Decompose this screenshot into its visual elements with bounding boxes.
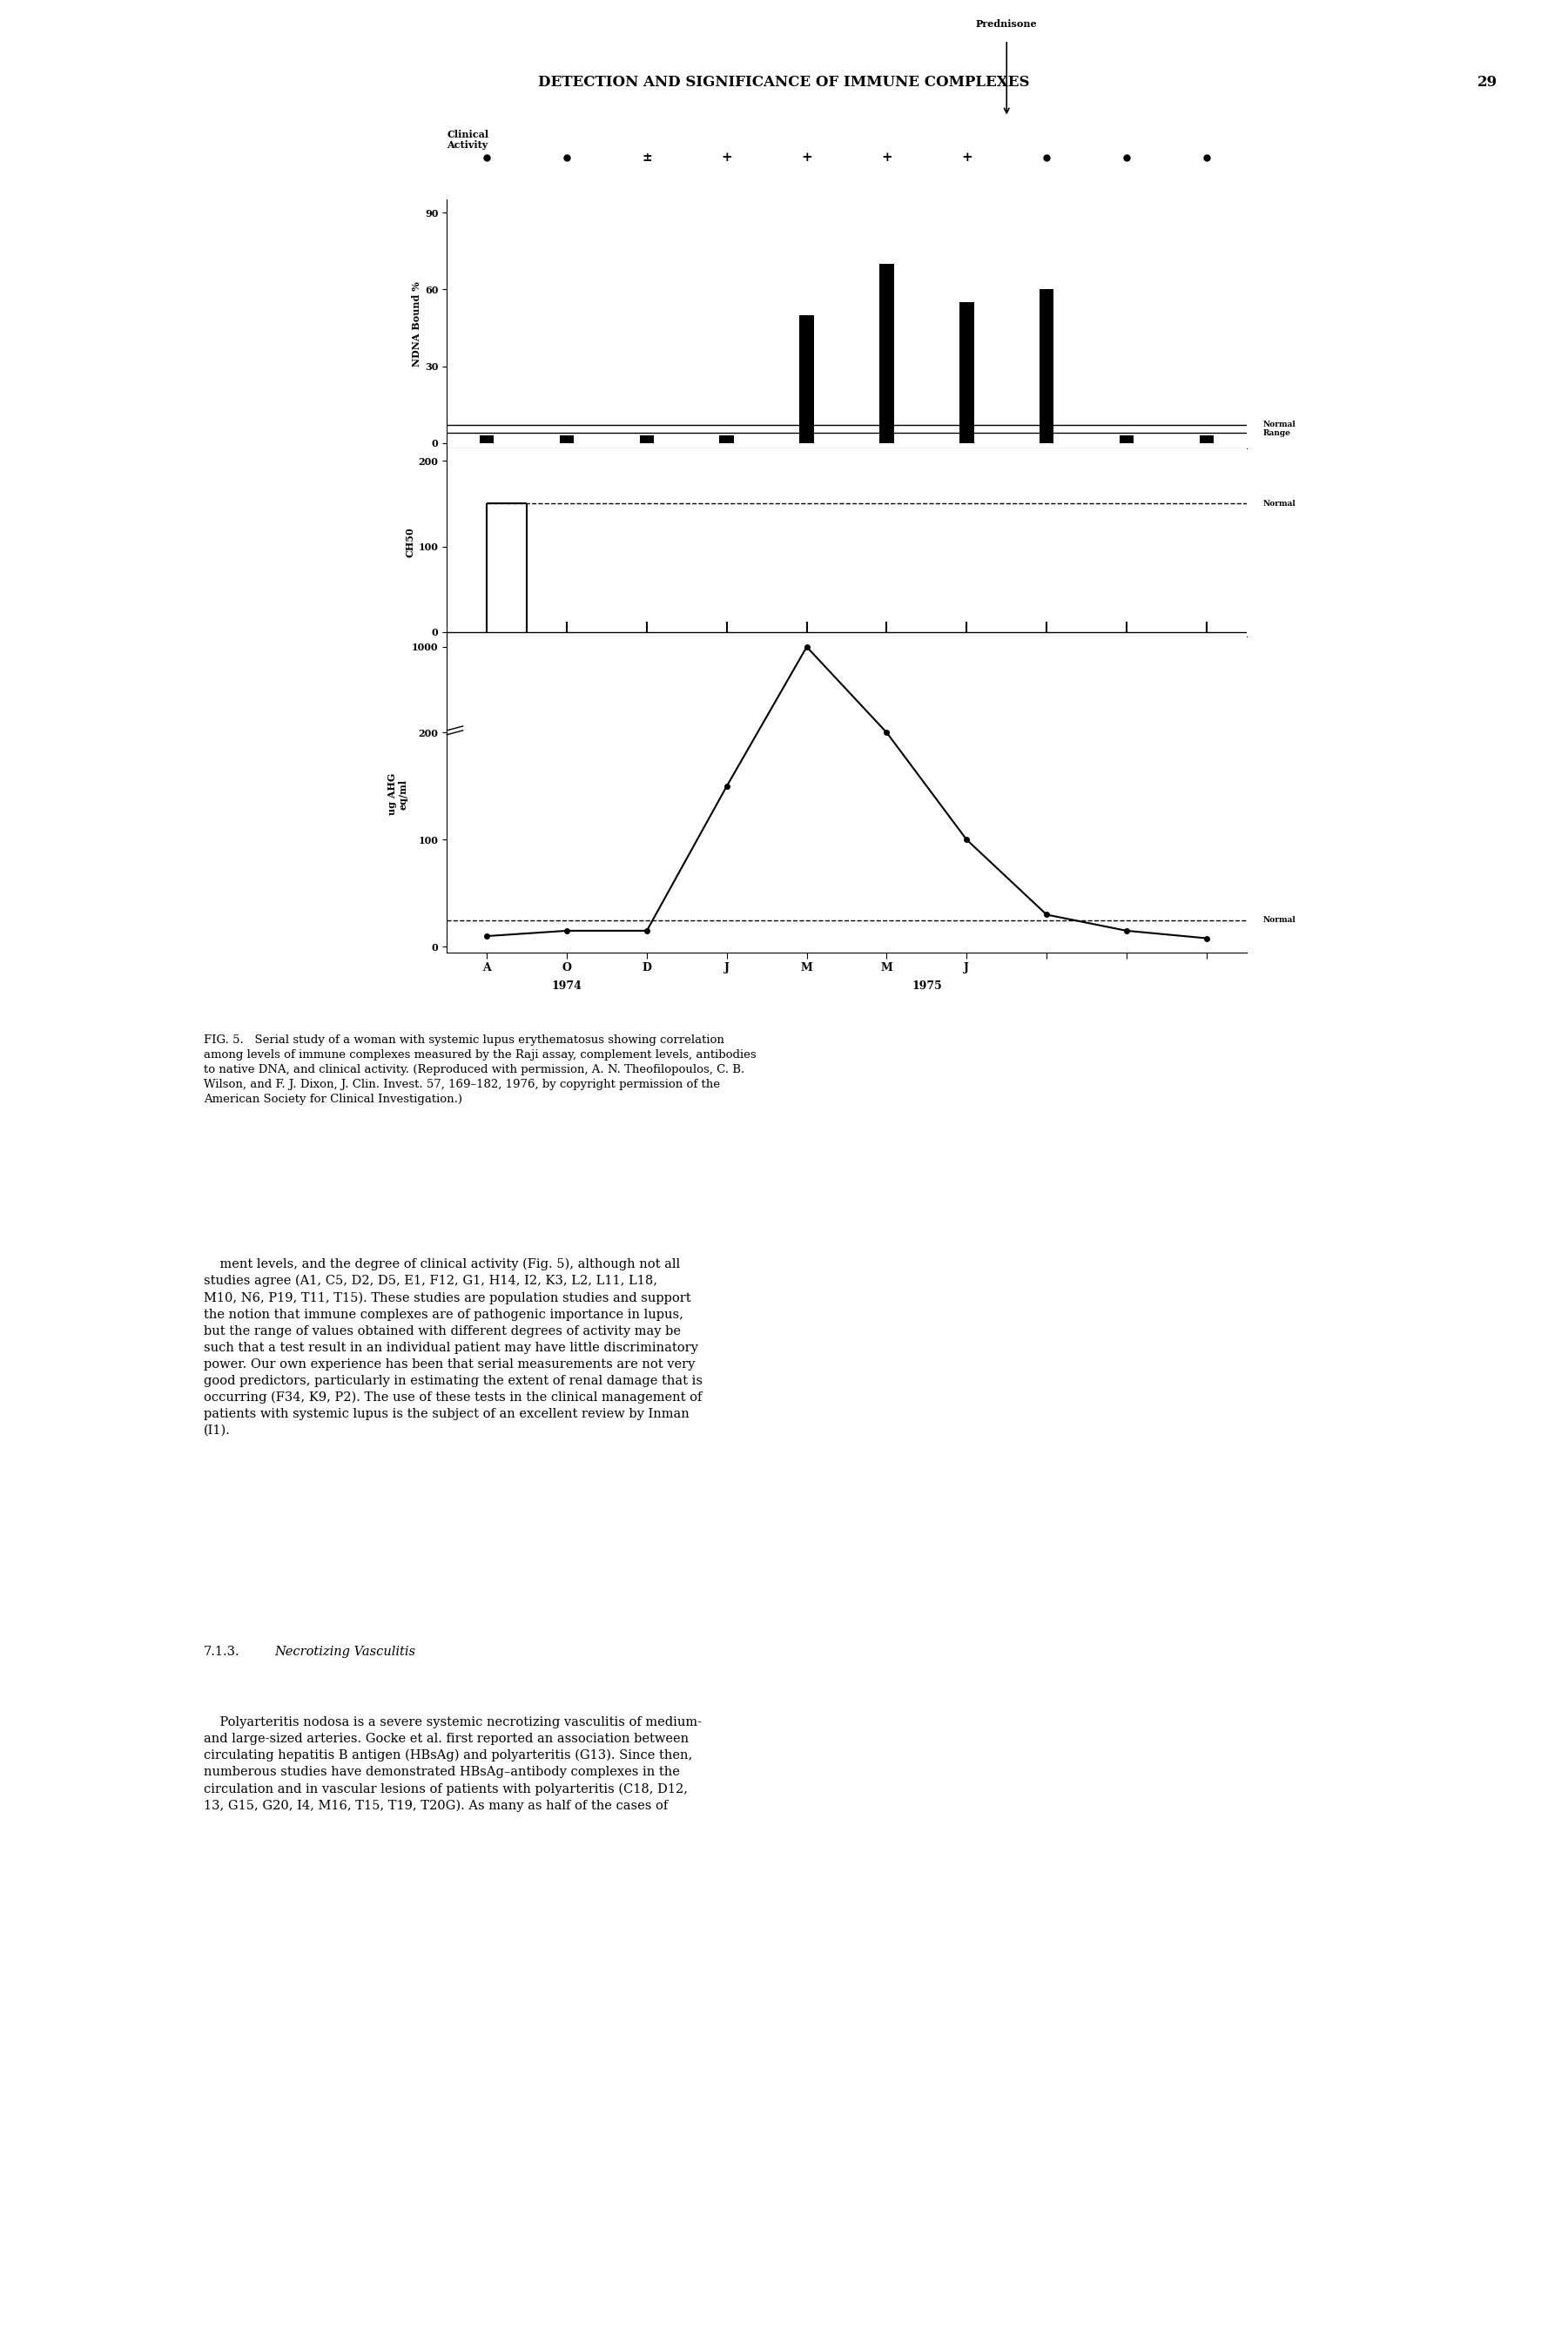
Y-axis label: CH50: CH50 <box>405 527 416 557</box>
Text: Prednisone: Prednisone <box>975 19 1038 28</box>
Text: ±: ± <box>641 150 652 165</box>
Text: ment levels, and the degree of clinical activity (Fig. 5), although not all
stud: ment levels, and the degree of clinical … <box>204 1258 702 1436</box>
Text: +: + <box>801 150 812 165</box>
Text: +: + <box>721 150 732 165</box>
Bar <box>960 303 974 442</box>
Bar <box>480 435 494 442</box>
Text: DETECTION AND SIGNIFICANCE OF IMMUNE COMPLEXES: DETECTION AND SIGNIFICANCE OF IMMUNE COM… <box>538 75 1030 89</box>
Text: FIG. 5.   Serial study of a woman with systemic lupus erythematosus showing corr: FIG. 5. Serial study of a woman with sys… <box>204 1034 756 1105</box>
Text: 1974: 1974 <box>552 980 582 992</box>
Text: 29: 29 <box>1477 75 1497 89</box>
Bar <box>720 435 734 442</box>
Bar <box>1120 435 1134 442</box>
Text: Necrotizing Vasculitis: Necrotizing Vasculitis <box>274 1646 416 1657</box>
Bar <box>640 435 654 442</box>
Bar <box>1200 435 1214 442</box>
Text: Clinical
Activity: Clinical Activity <box>447 129 489 150</box>
Bar <box>1040 289 1054 442</box>
Text: 1975: 1975 <box>911 980 942 992</box>
Text: Normal: Normal <box>1262 501 1295 508</box>
Bar <box>560 435 574 442</box>
Text: Normal
Range: Normal Range <box>1262 421 1295 437</box>
Bar <box>800 315 814 442</box>
Bar <box>880 263 894 442</box>
Text: 7.1.3.: 7.1.3. <box>204 1646 240 1657</box>
Text: +: + <box>881 150 892 165</box>
Text: +: + <box>961 150 972 165</box>
Y-axis label: NDNA Bound %: NDNA Bound % <box>412 282 422 367</box>
Y-axis label: ug AHG
eq/ml: ug AHG eq/ml <box>387 773 408 816</box>
Text: Polyarteritis nodosa is a severe systemic necrotizing vasculitis of medium-
and : Polyarteritis nodosa is a severe systemi… <box>204 1716 702 1813</box>
Text: Normal: Normal <box>1262 917 1295 924</box>
